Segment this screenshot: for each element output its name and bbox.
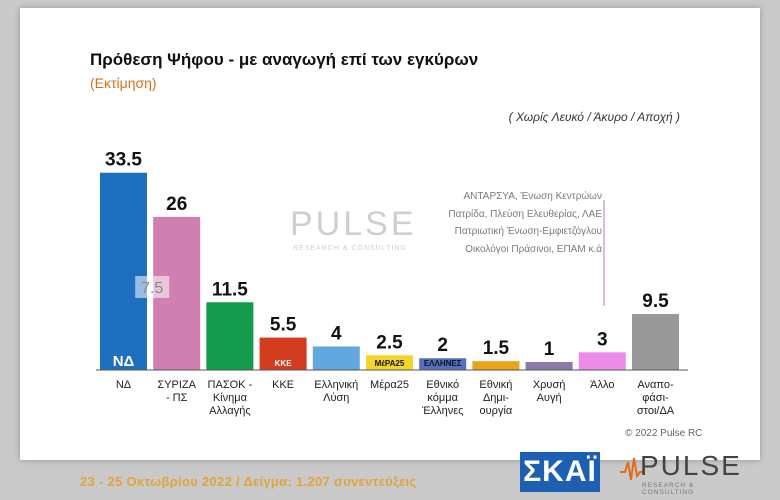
category-label-1: ΣΥΡΙΖΑ [157, 379, 196, 391]
party-icon-0: ΝΔ [113, 353, 135, 370]
skai-logo: ΣΚΑΪ [520, 452, 600, 492]
bar-10 [632, 314, 679, 370]
value-label-5: 2.5 [376, 332, 403, 353]
value-label-4: 4 [331, 323, 342, 344]
pulse-logo-tag: RESEARCH & CONSULTING [642, 482, 695, 496]
pulse-logo-name: PULSE [640, 450, 742, 481]
other-parties-line: Πατρίδα, Πλεύση Ελευθερίας, ΛΑΕ [448, 208, 602, 220]
copyright: © 2022 Pulse RC [625, 428, 703, 439]
bar-2 [206, 302, 254, 370]
party-icon-5: ΜέΡΑ25 [375, 359, 405, 368]
value-label-0: 33.5 [105, 150, 142, 171]
category-label-6: Εθνικό [426, 379, 459, 391]
category-label-5: Μέρα25 [370, 379, 409, 391]
other-parties-line: Πατριωτική Ένωση-Εμφιετζόγλου [454, 226, 602, 237]
annotation-label: 7.5 [141, 280, 163, 297]
other-parties-line: ΑΝΤΑΡΣΥΑ, Ένωση Κεντρώων [463, 191, 602, 202]
bar-4 [312, 346, 360, 370]
bar-3 [259, 337, 307, 370]
watermark-name: PULSE [290, 205, 417, 243]
chart-title: Πρόθεση Ψήφου - με αναγωγή επί των εγκύρ… [90, 50, 479, 69]
value-label-6: 2 [437, 335, 448, 356]
chart-note: ( Χωρίς Λευκό / Άκυρο / Αποχή ) [508, 110, 680, 124]
category-label-2: ΠΑΣΟΚ - [208, 379, 253, 391]
category-label-8: Αυγή [537, 392, 562, 404]
party-icon-3: ΚΚΕ [275, 359, 293, 368]
other-parties-list: ΑΝΤΑΡΣΥΑ, Ένωση Κεντρώων Πατρίδα, Πλεύση… [432, 188, 602, 258]
category-label-6: κόμμα [427, 392, 458, 404]
category-label-7: Δημι- [483, 392, 509, 404]
category-label-4: Ελληνική [314, 379, 358, 391]
value-label-10: 9.5 [642, 291, 669, 312]
chart-subtitle: (Εκτίμηση) [90, 75, 157, 91]
value-label-7: 1.5 [483, 338, 510, 359]
pulse-logo: PULSE RESEARCH & CONSULTING [620, 450, 740, 496]
category-label-1: - ΠΣ [166, 392, 188, 404]
value-label-9: 3 [597, 329, 608, 350]
category-label-7: ουργία [480, 405, 513, 417]
category-label-7: Εθνική [479, 379, 512, 391]
other-parties-line: Οικολόγοι Πράσινοι, ΕΠΑΜ κ.ά [465, 243, 602, 255]
value-label-8: 1 [544, 339, 555, 360]
bar-7 [472, 361, 520, 370]
bar-8 [525, 362, 573, 370]
category-label-0: ΝΔ [116, 379, 132, 391]
watermark-tag: RESEARCH & CONSULTING [293, 245, 407, 252]
party-icon-6: ΕΛΛΗΝΕΣ [424, 359, 462, 368]
bar-6 [419, 358, 467, 370]
category-label-2: Αλλαγής [209, 405, 250, 417]
pulse-watermark: PULSE RESEARCH & CONSULTING [265, 205, 425, 265]
category-label-10: Αναπο- [637, 379, 674, 391]
category-label-10: στοι/ΔΑ [637, 405, 675, 417]
category-label-4: Λύση [323, 392, 349, 404]
bar-9 [578, 352, 626, 370]
bar-5 [366, 355, 413, 370]
survey-footer: 23 - 25 Οκτωβρίου 2022 / Δείγμα: 1.207 σ… [80, 474, 417, 489]
category-label-2: Κίνημα [213, 392, 248, 404]
value-label-1: 26 [166, 194, 187, 215]
category-label-3: ΚΚΕ [272, 379, 294, 391]
value-label-3: 5.5 [270, 315, 297, 336]
bar-0 [100, 172, 147, 370]
category-label-8: Χρυσή [533, 379, 566, 391]
category-label-6: Έλληνες [421, 405, 463, 417]
category-label-10: φάσι- [642, 392, 669, 404]
annotation-box [135, 276, 170, 298]
value-label-2: 11.5 [212, 279, 248, 300]
category-label-9: Άλλο [590, 379, 614, 391]
pulse-wave-icon [620, 457, 644, 481]
